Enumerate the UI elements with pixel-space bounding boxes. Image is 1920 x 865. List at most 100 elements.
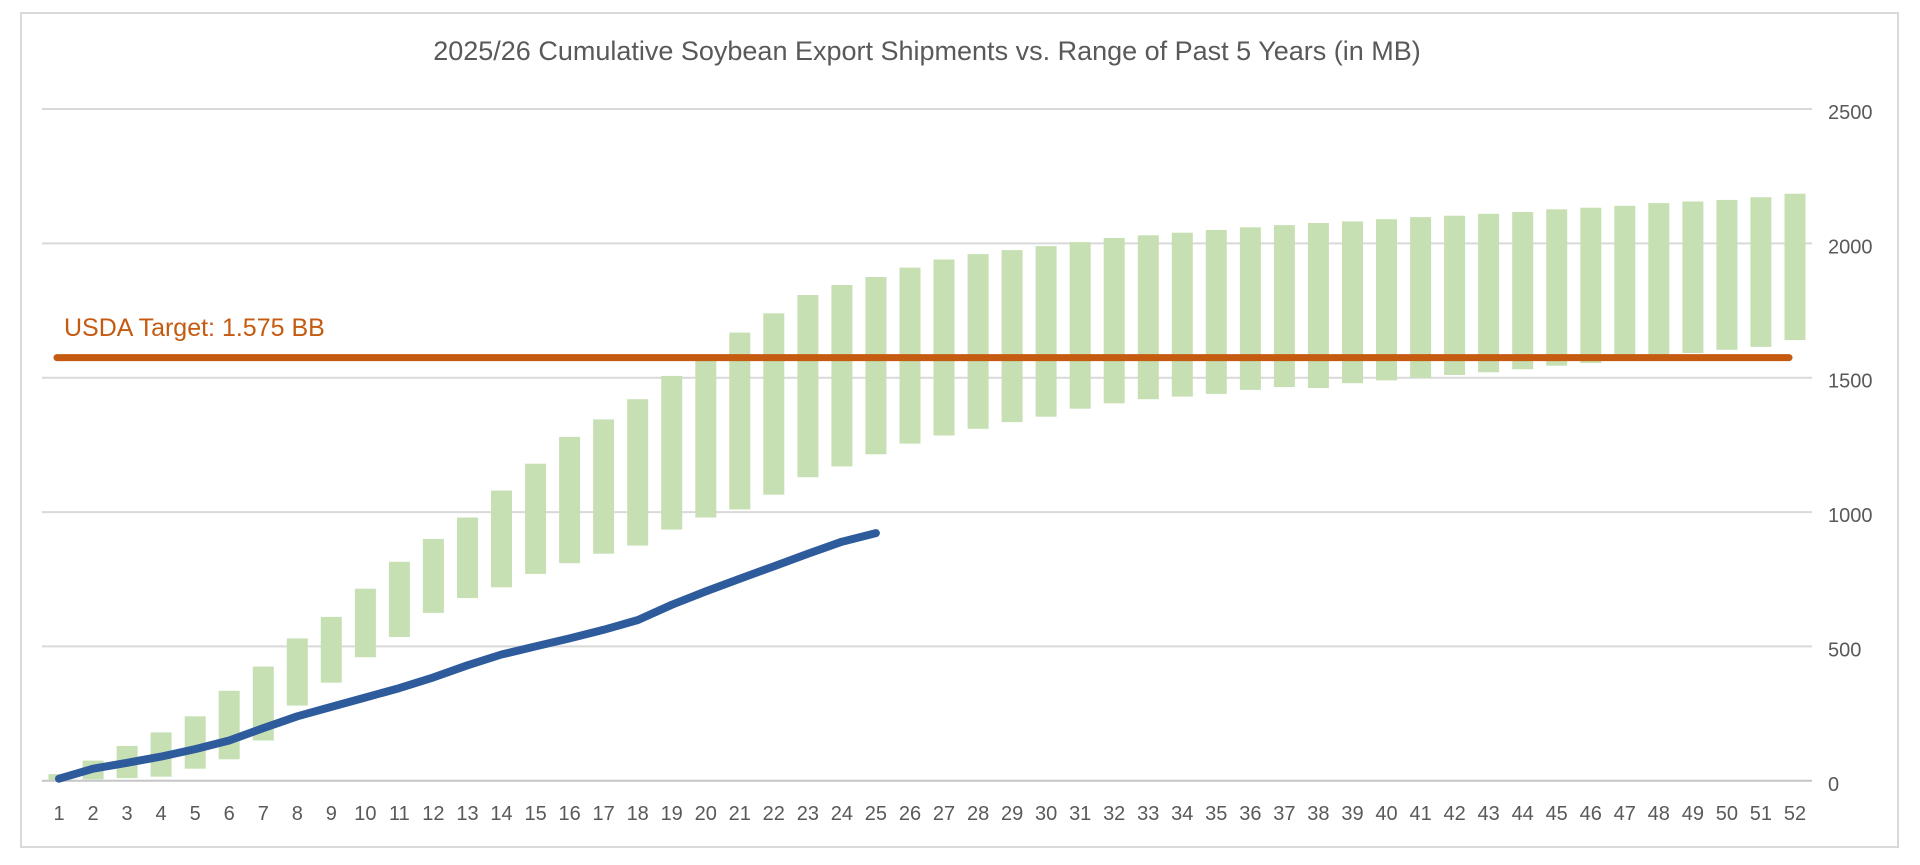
- x-axis-label-25: 25: [865, 803, 887, 825]
- range-bar-week-29: [1001, 250, 1023, 423]
- x-axis-label-36: 36: [1239, 803, 1261, 825]
- range-bar-week-28: [967, 254, 989, 429]
- range-bar-week-27: [933, 259, 955, 436]
- x-axis-label-16: 16: [558, 803, 580, 825]
- range-bar-week-19: [661, 375, 683, 530]
- range-bar-week-25: [865, 277, 887, 455]
- x-axis-label-4: 4: [156, 803, 167, 825]
- range-bar-week-42: [1444, 215, 1466, 375]
- range-bar-week-21: [729, 332, 751, 510]
- y-axis-label-2000: 2000: [1828, 236, 1873, 258]
- range-bar-week-44: [1512, 212, 1534, 370]
- range-bar-week-46: [1580, 207, 1602, 363]
- current-year-line: [55, 529, 880, 783]
- range-bar-week-15: [525, 463, 547, 574]
- range-bar-week-6: [218, 690, 240, 760]
- range-bar-week-13: [457, 517, 478, 599]
- chart-title: 2025/26 Cumulative Soybean Export Shipme…: [433, 36, 1421, 66]
- x-axis-label-51: 51: [1750, 803, 1772, 825]
- x-axis-label-17: 17: [592, 803, 614, 825]
- range-bar-week-24: [831, 285, 853, 467]
- range-bar-week-16: [559, 436, 581, 564]
- range-bar-week-30: [1035, 246, 1057, 417]
- x-axis-label-23: 23: [797, 803, 819, 825]
- x-axis-label-38: 38: [1307, 803, 1329, 825]
- range-bar-week-22: [763, 313, 785, 495]
- x-axis-label-24: 24: [831, 803, 853, 825]
- range-bar-week-49: [1682, 201, 1704, 353]
- range-bar-week-14: [491, 490, 512, 588]
- x-axis-label-47: 47: [1614, 803, 1636, 825]
- y-axis-label-500: 500: [1828, 639, 1861, 661]
- x-axis-label-15: 15: [524, 803, 546, 825]
- x-axis-label-35: 35: [1205, 803, 1227, 825]
- x-axis-label-18: 18: [627, 803, 649, 825]
- range-bar-week-36: [1239, 227, 1261, 390]
- x-axis-label-7: 7: [258, 803, 269, 825]
- range-bar-week-45: [1546, 209, 1568, 366]
- x-axis-label-21: 21: [729, 803, 751, 825]
- x-axis-label-48: 48: [1648, 803, 1670, 825]
- range-bar-week-39: [1342, 221, 1363, 384]
- x-axis-label-29: 29: [1001, 803, 1023, 825]
- range-bar-week-38: [1307, 223, 1329, 388]
- x-axis-label-10: 10: [354, 803, 376, 825]
- x-axis-label-26: 26: [899, 803, 921, 825]
- range-bar-week-11: [388, 561, 410, 637]
- range-bar-week-5: [184, 716, 206, 769]
- x-axis-label-5: 5: [190, 803, 201, 825]
- range-bar-week-9: [320, 616, 342, 683]
- range-bar-week-40: [1376, 219, 1397, 381]
- range-bar-week-31: [1069, 242, 1091, 409]
- x-axis-label-14: 14: [490, 803, 512, 825]
- range-bar-week-10: [354, 588, 376, 658]
- x-axis-label-32: 32: [1103, 803, 1125, 825]
- x-axis-label-45: 45: [1546, 803, 1568, 825]
- x-axis-label-11: 11: [389, 803, 410, 825]
- x-axis-label-30: 30: [1035, 803, 1057, 825]
- range-bar-week-20: [695, 360, 717, 518]
- x-axis-label-13: 13: [456, 803, 478, 825]
- x-axis-label-6: 6: [224, 803, 235, 825]
- range-bar-week-51: [1750, 197, 1772, 347]
- range-bar-week-23: [797, 295, 819, 478]
- x-axis-label-40: 40: [1375, 803, 1397, 825]
- x-axis-label-28: 28: [967, 803, 989, 825]
- range-bar-week-41: [1410, 217, 1432, 378]
- x-axis-label-19: 19: [661, 803, 683, 825]
- y-axis-label-1500: 1500: [1828, 371, 1873, 393]
- range-bar-week-35: [1205, 230, 1227, 394]
- x-axis-label-37: 37: [1273, 803, 1295, 825]
- x-axis-label-46: 46: [1580, 803, 1602, 825]
- range-bar-week-33: [1137, 235, 1159, 400]
- range-bar-week-37: [1273, 225, 1295, 388]
- range-bar-week-43: [1478, 213, 1500, 373]
- range-bar-week-48: [1648, 203, 1670, 358]
- y-axis-label-2500: 2500: [1828, 102, 1873, 124]
- x-axis-label-8: 8: [292, 803, 303, 825]
- x-axis-label-22: 22: [763, 803, 785, 825]
- usda-target-label: USDA Target: 1.575 BB: [64, 314, 325, 342]
- x-axis-label-41: 41: [1409, 803, 1431, 825]
- x-axis-label-52: 52: [1784, 803, 1806, 825]
- x-axis-label-34: 34: [1171, 803, 1193, 825]
- range-bar-week-50: [1716, 199, 1738, 350]
- x-axis-label-50: 50: [1716, 803, 1738, 825]
- x-axis-label-20: 20: [695, 803, 717, 825]
- range-bar-week-47: [1614, 205, 1636, 360]
- y-axis-label-0: 0: [1828, 774, 1839, 796]
- x-axis-label-42: 42: [1443, 803, 1465, 825]
- x-axis-label-31: 31: [1069, 803, 1091, 825]
- range-bar-week-34: [1171, 232, 1193, 397]
- range-bar-week-12: [422, 539, 444, 613]
- x-axis-label-39: 39: [1341, 803, 1363, 825]
- x-axis-label-2: 2: [88, 803, 99, 825]
- range-bar-week-52: [1784, 193, 1806, 341]
- x-axis-label-49: 49: [1682, 803, 1704, 825]
- x-axis-label-43: 43: [1477, 803, 1499, 825]
- range-bar-week-7: [252, 666, 274, 741]
- x-axis-label-12: 12: [422, 803, 444, 825]
- x-axis-label-1: 1: [53, 803, 64, 825]
